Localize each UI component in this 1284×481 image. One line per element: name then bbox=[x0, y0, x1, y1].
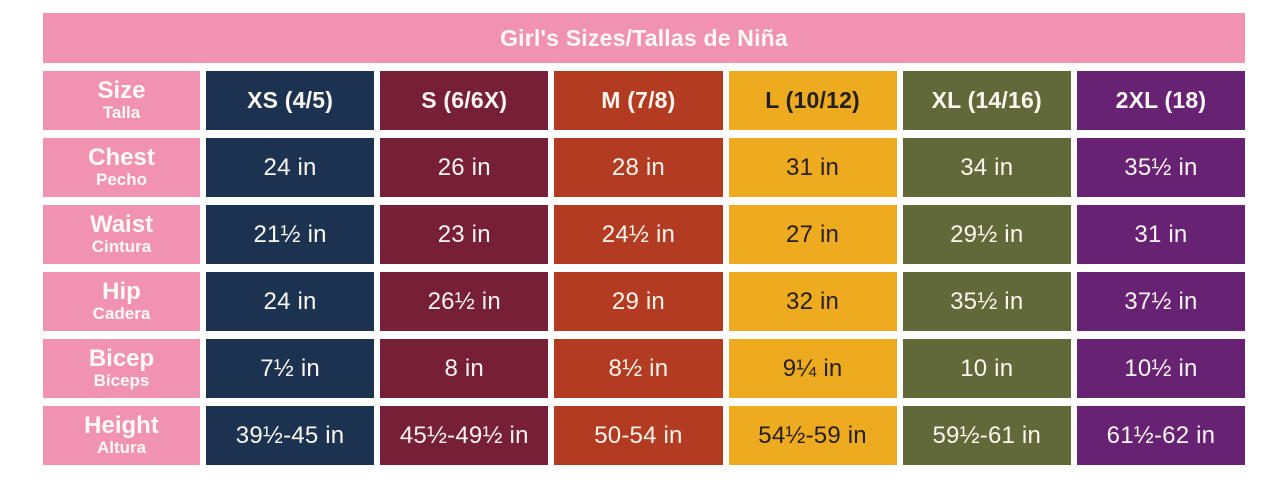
cell-hip-2xl-olive: 35½ in bbox=[902, 272, 1071, 331]
cell-hip-l: 32 in bbox=[728, 272, 897, 331]
cell-height-2xl: 61½-62 in bbox=[1076, 406, 1245, 465]
size-chart-table: Girl's Sizes/Tallas de Niña Size Talla XS … bbox=[43, 13, 1245, 465]
cell-chest-xs: 24 in bbox=[206, 138, 375, 197]
row-label-hip-es: Cadera bbox=[92, 304, 151, 324]
cell-hip-s: 26½ in bbox=[380, 272, 549, 331]
chart-title: Girl's Sizes/Tallas de Niña bbox=[43, 13, 1245, 63]
cell-waist-s: 23 in bbox=[380, 205, 549, 264]
row-label-chest-es: Pecho bbox=[95, 170, 148, 190]
header-cell-2xl-olive: XL (14/16) bbox=[902, 71, 1071, 130]
header-cell-2xl: 2XL (18) bbox=[1076, 71, 1245, 130]
cell-waist-xs: 21½ in bbox=[206, 205, 375, 264]
cell-chest-2xl: 35½ in bbox=[1076, 138, 1245, 197]
cell-waist-m: 24½ in bbox=[554, 205, 723, 264]
row-label-hip-en: Hip bbox=[102, 278, 141, 306]
row-label-waist: Waist Cintura bbox=[43, 205, 200, 264]
row-label-height-en: Height bbox=[84, 412, 159, 440]
cell-bicep-xs: 7½ in bbox=[206, 339, 375, 398]
header-cell-m: M (7/8) bbox=[554, 71, 723, 130]
cell-bicep-2xl-olive: 10 in bbox=[902, 339, 1071, 398]
cell-waist-2xl-olive: 29½ in bbox=[902, 205, 1071, 264]
row-label-bicep-en: Bicep bbox=[88, 345, 155, 373]
header-cell-size-es: Talla bbox=[102, 103, 141, 123]
cell-height-m: 50-54 in bbox=[554, 406, 723, 465]
row-label-hip: Hip Cadera bbox=[43, 272, 200, 331]
header-cell-size-en: Size bbox=[97, 77, 146, 105]
cell-chest-s: 26 in bbox=[380, 138, 549, 197]
cell-chest-m: 28 in bbox=[554, 138, 723, 197]
row-label-waist-en: Waist bbox=[89, 211, 154, 239]
row-label-waist-es: Cintura bbox=[91, 237, 152, 257]
header-cell-size: Size Talla bbox=[43, 71, 200, 130]
cell-bicep-2xl: 10½ in bbox=[1076, 339, 1245, 398]
cell-waist-2xl: 31 in bbox=[1076, 205, 1245, 264]
row-label-bicep-es: Bíceps bbox=[93, 371, 150, 391]
cell-chest-2xl-olive: 34 in bbox=[902, 138, 1071, 197]
cell-height-xs: 39½-45 in bbox=[206, 406, 375, 465]
row-label-bicep: Bicep Bíceps bbox=[43, 339, 200, 398]
cell-height-2xl-olive: 59½-61 in bbox=[902, 406, 1071, 465]
cell-height-s: 45½-49½ in bbox=[380, 406, 549, 465]
row-label-chest: Chest Pecho bbox=[43, 138, 200, 197]
row-label-chest-en: Chest bbox=[88, 144, 155, 172]
cell-bicep-s: 8 in bbox=[380, 339, 549, 398]
cell-hip-xs: 24 in bbox=[206, 272, 375, 331]
row-label-height-es: Altura bbox=[96, 438, 147, 458]
row-label-height: Height Altura bbox=[43, 406, 200, 465]
cell-hip-m: 29 in bbox=[554, 272, 723, 331]
header-cell-l: L (10/12) bbox=[728, 71, 897, 130]
cell-bicep-l: 9¼ in bbox=[728, 339, 897, 398]
cell-bicep-m: 8½ in bbox=[554, 339, 723, 398]
cell-height-l: 54½-59 in bbox=[728, 406, 897, 465]
header-cell-s: S (6/6X) bbox=[380, 71, 549, 130]
cell-waist-l: 27 in bbox=[728, 205, 897, 264]
cell-hip-2xl: 37½ in bbox=[1076, 272, 1245, 331]
cell-chest-l: 31 in bbox=[728, 138, 897, 197]
header-cell-xs: XS (4/5) bbox=[206, 71, 375, 130]
